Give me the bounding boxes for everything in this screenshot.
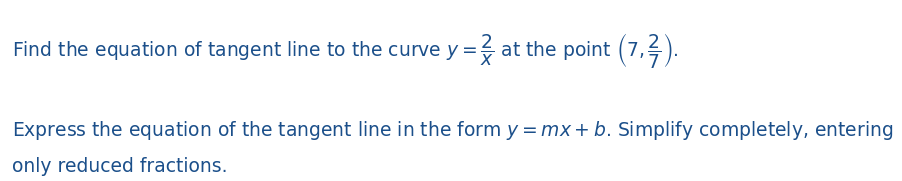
Text: Find the equation of tangent line to the curve $y = \dfrac{2}{x}$ at the point $: Find the equation of tangent line to the…: [12, 31, 678, 70]
Text: Express the equation of the tangent line in the form $y = mx + b$. Simplify comp: Express the equation of the tangent line…: [12, 119, 893, 142]
Text: only reduced fractions.: only reduced fractions.: [12, 157, 227, 176]
